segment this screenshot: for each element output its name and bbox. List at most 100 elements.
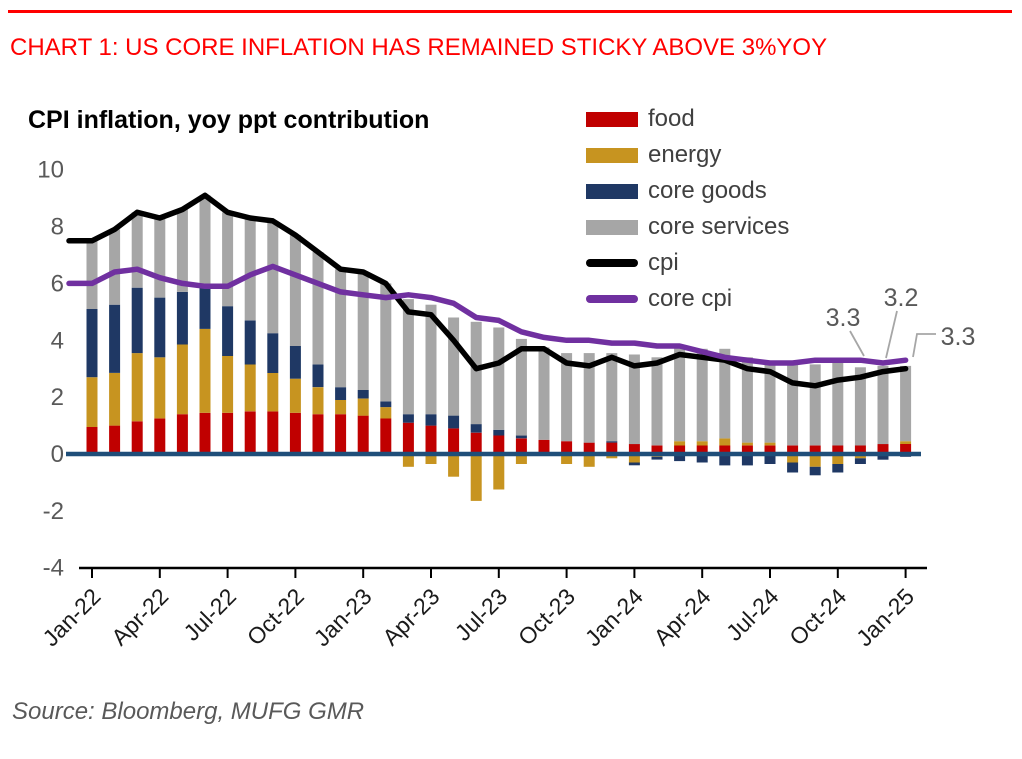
y-tick-label: 8 bbox=[51, 214, 64, 241]
annotation-label: 3.3 bbox=[826, 304, 861, 332]
bar-segment-food bbox=[651, 445, 663, 454]
x-tick-label: Oct-23 bbox=[513, 583, 580, 650]
bar-segment-food bbox=[470, 432, 482, 454]
bar-segment-energy bbox=[719, 438, 731, 446]
bar-segment-core-services bbox=[267, 220, 279, 334]
bar-segment-core-services bbox=[312, 252, 324, 365]
bar-segment-energy bbox=[470, 454, 482, 501]
bar-segment-energy bbox=[832, 454, 844, 464]
cpi-line bbox=[66, 192, 909, 389]
bar-segment-food bbox=[787, 445, 799, 454]
legend-label: core goods bbox=[648, 177, 767, 204]
annotation-leader bbox=[849, 330, 865, 357]
x-tick-label: Apr-22 bbox=[106, 583, 173, 650]
bar-segment-core-services bbox=[176, 209, 188, 292]
bar-segment-energy bbox=[787, 454, 799, 463]
bar-segment-core-services bbox=[86, 240, 98, 309]
x-tick-label: Jul-22 bbox=[178, 583, 241, 646]
bar-segment-core-services bbox=[470, 321, 482, 425]
bar-segment-energy bbox=[131, 353, 143, 422]
legend-item-core-cpi: core cpi bbox=[586, 281, 789, 317]
bar-segment-food bbox=[854, 445, 866, 454]
bar-segment-food bbox=[425, 425, 437, 454]
bar-segment-core-goods bbox=[515, 435, 527, 439]
x-tick-label: Apr-23 bbox=[377, 583, 444, 650]
bar-segment-core-goods bbox=[877, 455, 889, 460]
bar-segment-core-services bbox=[380, 283, 392, 402]
legend-label: core cpi bbox=[648, 285, 733, 312]
core-cpi-swatch-icon bbox=[586, 295, 638, 303]
bar-segment-energy bbox=[357, 398, 369, 416]
bar-segment-energy bbox=[176, 344, 188, 415]
bar-segment-core-services bbox=[493, 327, 505, 430]
bar-segment-core-goods bbox=[335, 387, 347, 400]
bar-segment-food bbox=[154, 418, 166, 454]
bar-segment-core-goods bbox=[425, 414, 437, 426]
top-rule-divider bbox=[8, 10, 1012, 13]
x-tick-label: Jul-24 bbox=[721, 583, 784, 646]
x-tick-label: Apr-24 bbox=[649, 583, 716, 650]
bar-segment-core-goods bbox=[470, 424, 482, 433]
bar-segment-food bbox=[741, 445, 753, 454]
bar-segment-core-goods bbox=[719, 454, 731, 466]
bar-segment-core-services bbox=[741, 357, 753, 443]
legend-label: food bbox=[648, 105, 695, 132]
bar-segment-core-goods bbox=[222, 306, 234, 356]
legend-item-cpi: cpi bbox=[586, 245, 789, 281]
bar-segment-core-goods bbox=[741, 454, 753, 466]
bar-segment-energy bbox=[515, 454, 527, 464]
bar-segment-energy bbox=[809, 454, 821, 467]
bar-segment-food bbox=[244, 411, 256, 454]
bar-segment-food bbox=[131, 421, 143, 454]
bar-segment-energy bbox=[764, 442, 776, 446]
y-tick-label: -2 bbox=[43, 498, 64, 525]
x-tick-label: Jan-22 bbox=[37, 583, 105, 651]
legend-label: core services bbox=[648, 213, 790, 240]
bar-segment-food bbox=[561, 441, 573, 454]
core-goods-swatch-icon bbox=[586, 183, 638, 199]
bar-segment-core-services bbox=[854, 367, 866, 446]
bar-segment-food bbox=[289, 412, 301, 454]
bar-segment-energy bbox=[741, 442, 753, 446]
figure-title: CPI inflation, yoy ppt contribution bbox=[28, 106, 430, 134]
chart-heading: CHART 1: US CORE INFLATION HAS REMAINED … bbox=[10, 34, 828, 61]
bar-segment-core-services bbox=[335, 269, 347, 388]
bar-segment-core-services bbox=[583, 353, 595, 443]
bar-segment-food bbox=[877, 444, 889, 454]
annotation-label: 3.3 bbox=[941, 323, 976, 351]
bar-segment-core-goods bbox=[289, 346, 301, 379]
legend-item-core-goods: core goods bbox=[586, 173, 789, 209]
bar-segment-core-goods bbox=[493, 429, 505, 436]
bar-segment-core-goods bbox=[267, 333, 279, 373]
bar-segment-food bbox=[402, 422, 414, 454]
bar-segment-core-services bbox=[357, 272, 369, 390]
bar-segment-energy bbox=[448, 454, 460, 477]
bar-segment-core-services bbox=[606, 353, 618, 442]
legend-label: energy bbox=[648, 141, 722, 168]
food-swatch-icon bbox=[586, 111, 638, 127]
bar-segment-food bbox=[628, 444, 640, 454]
annotation-label: 3.2 bbox=[884, 284, 919, 312]
y-tick-label: -4 bbox=[43, 555, 64, 582]
bar-segment-food bbox=[357, 415, 369, 454]
bar-segment-core-goods bbox=[809, 466, 821, 476]
bar-segment-core-services bbox=[674, 347, 686, 442]
bar-segment-core-services bbox=[402, 299, 414, 415]
y-tick-label: 6 bbox=[51, 270, 64, 297]
bar-segment-core-services bbox=[289, 235, 301, 346]
bar-segment-food bbox=[335, 414, 347, 454]
source-note: Source: Bloomberg, MUFG GMR bbox=[12, 698, 365, 725]
bar-segment-food bbox=[493, 435, 505, 454]
bar-segment-core-goods bbox=[176, 291, 188, 345]
x-tick-label: Jan-24 bbox=[580, 583, 648, 651]
bar-segment-energy bbox=[900, 441, 912, 444]
bar-segment-core-services bbox=[199, 195, 211, 287]
bar-segment-energy bbox=[674, 441, 686, 446]
bar-segment-food bbox=[696, 445, 708, 454]
bar-segment-food bbox=[267, 411, 279, 454]
bar-segment-core-goods bbox=[764, 454, 776, 464]
legend-label: cpi bbox=[648, 249, 679, 276]
bar-segment-energy bbox=[425, 454, 437, 464]
bar-segment-core-goods bbox=[448, 415, 460, 429]
